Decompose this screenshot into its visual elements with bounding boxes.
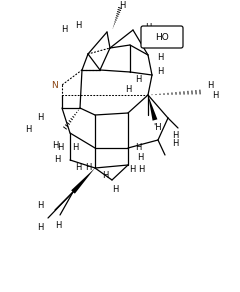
Polygon shape: [148, 95, 157, 121]
Text: H: H: [112, 185, 118, 194]
Text: N: N: [52, 81, 58, 90]
Text: H: H: [72, 143, 78, 152]
Text: H: H: [102, 171, 108, 180]
Text: H: H: [207, 81, 213, 90]
Text: H: H: [135, 143, 141, 152]
Text: HO: HO: [155, 32, 169, 41]
Text: H: H: [37, 114, 43, 123]
Text: H: H: [157, 67, 163, 77]
Text: 'H: 'H: [154, 124, 162, 133]
Text: H: H: [52, 140, 58, 150]
Polygon shape: [71, 168, 95, 194]
Text: H: H: [145, 23, 151, 32]
Text: H: H: [125, 86, 131, 95]
Text: H: H: [61, 25, 67, 34]
Text: H: H: [135, 76, 141, 84]
Text: H: H: [172, 131, 178, 140]
Text: H H: H H: [130, 166, 146, 175]
Text: H: H: [37, 223, 43, 232]
Text: H: H: [119, 1, 125, 11]
Text: H: H: [212, 91, 218, 100]
Text: H: H: [172, 138, 178, 147]
Text: H: H: [57, 143, 63, 152]
Text: H: H: [85, 164, 91, 173]
Text: H: H: [137, 154, 143, 163]
Text: H: H: [75, 22, 81, 30]
FancyBboxPatch shape: [141, 26, 183, 48]
Text: H: H: [54, 156, 60, 164]
Text: H: H: [75, 164, 81, 173]
Text: H: H: [25, 126, 31, 135]
Text: H: H: [55, 220, 61, 230]
Text: H: H: [157, 53, 163, 62]
Text: H: H: [37, 201, 43, 209]
